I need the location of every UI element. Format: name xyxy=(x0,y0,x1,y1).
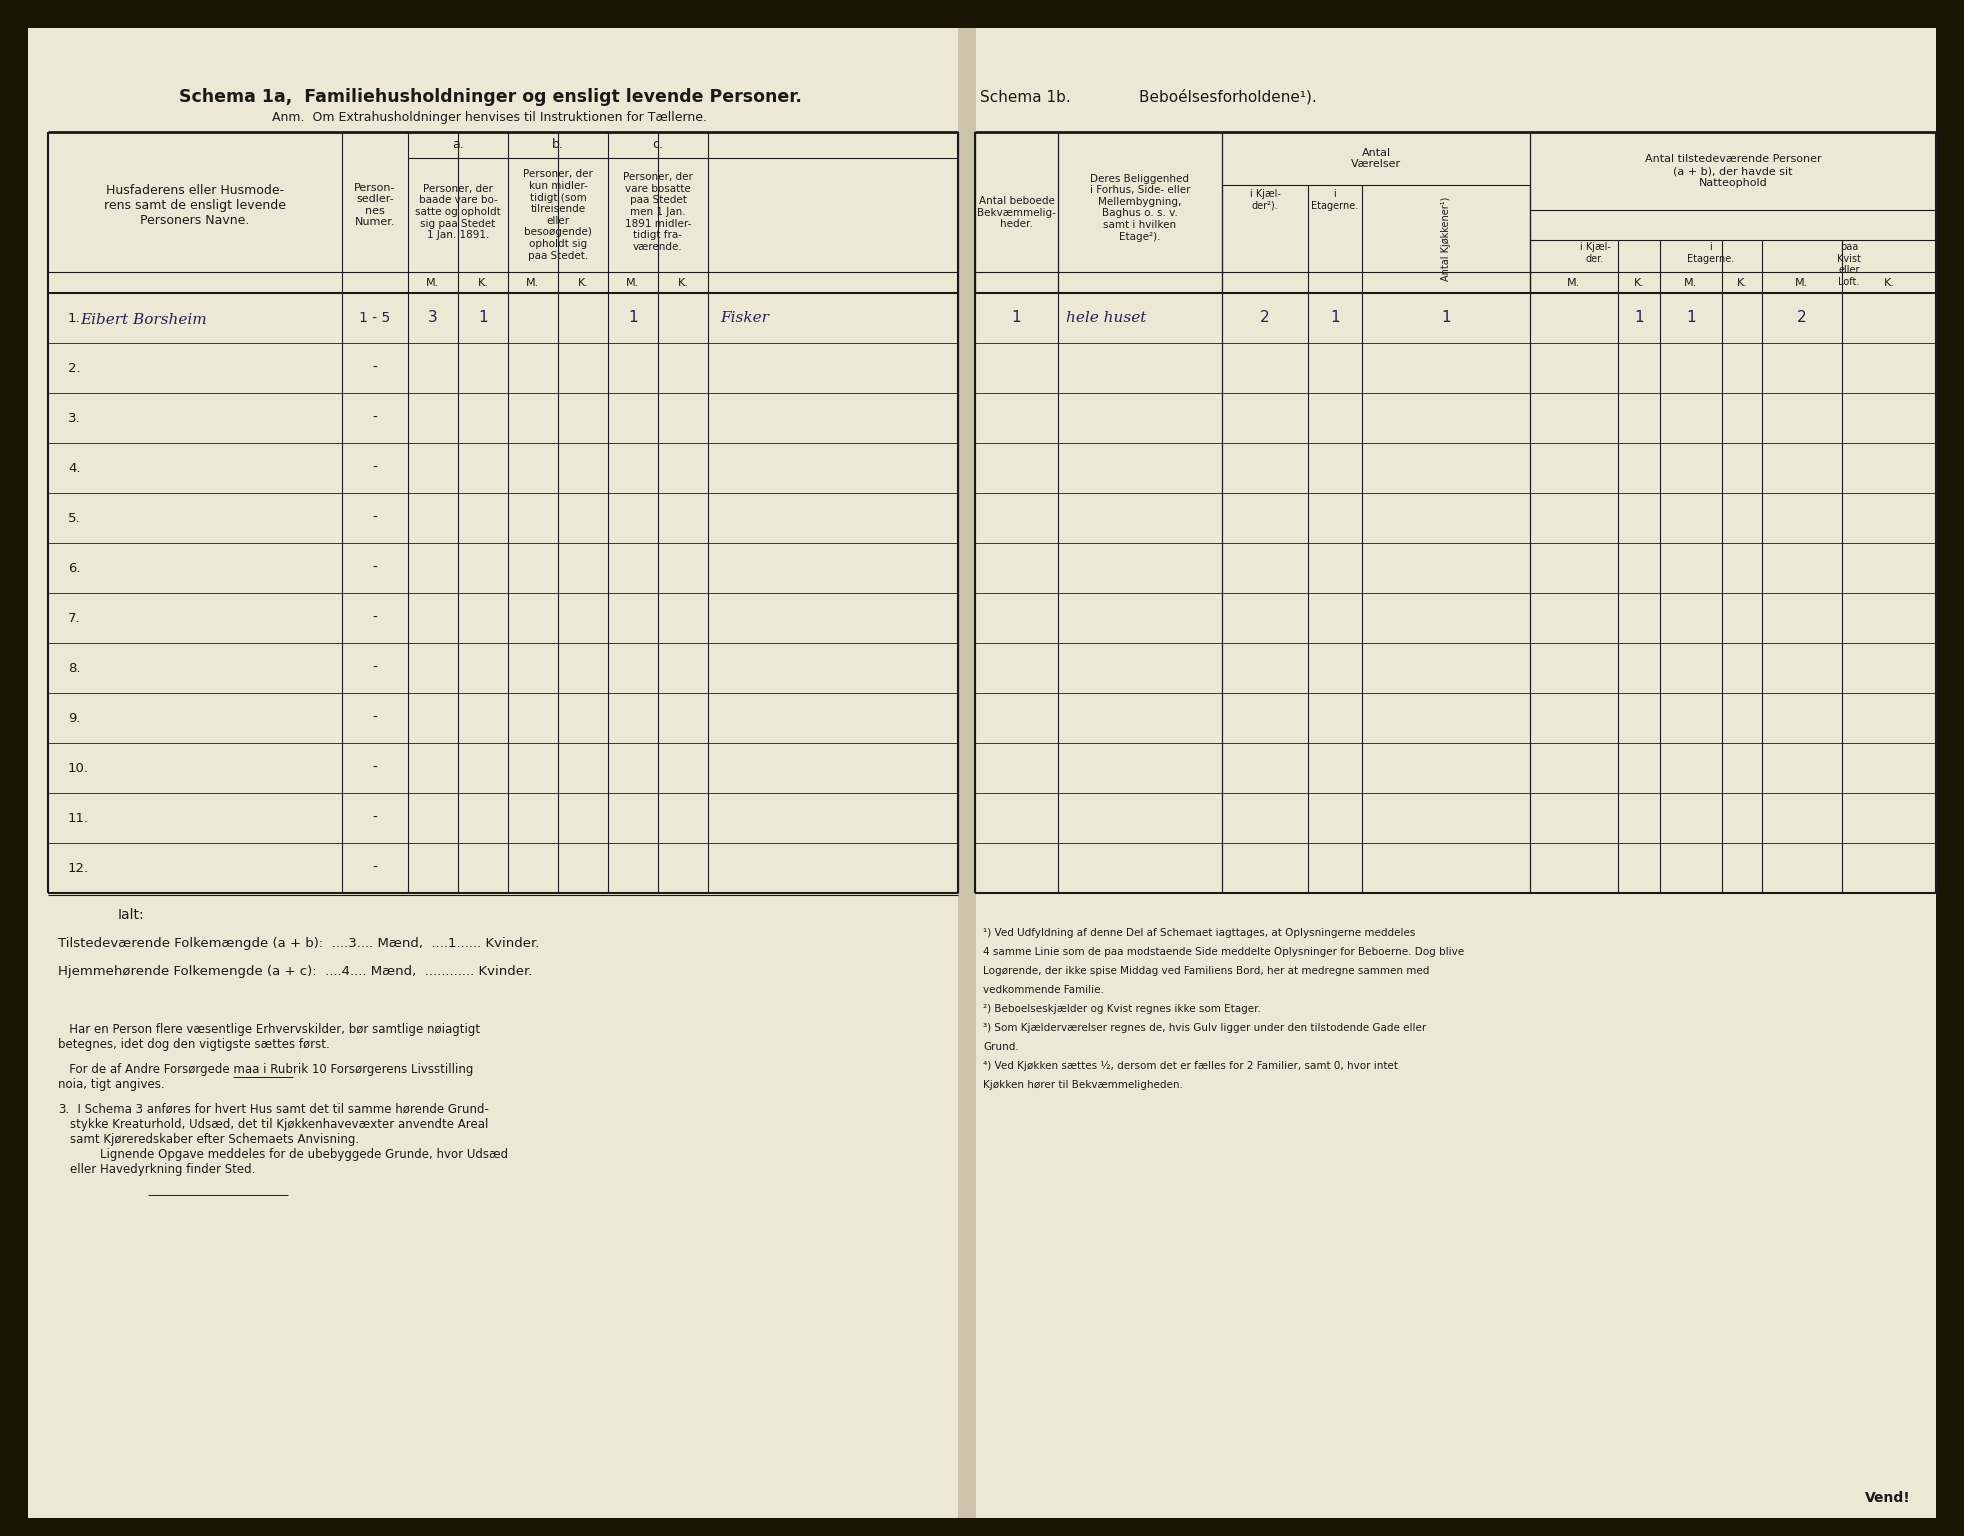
Text: 3.: 3. xyxy=(59,1103,69,1117)
Text: Deres Beliggenhed
i Forhus, Side- eller
Mellembygning,
Baghus o. s. v.
samt i hv: Deres Beliggenhed i Forhus, Side- eller … xyxy=(1090,174,1190,241)
Text: -: - xyxy=(373,412,377,425)
Text: -: - xyxy=(373,361,377,375)
Text: Hjemmehørende Folkemengde (a + c):  ....4.... Mænd,  ............ Kvinder.: Hjemmehørende Folkemengde (a + c): ....4… xyxy=(59,965,532,977)
Text: K.: K. xyxy=(1634,278,1644,287)
Text: 1 - 5: 1 - 5 xyxy=(359,310,391,326)
Text: K.: K. xyxy=(1883,278,1895,287)
Text: 3: 3 xyxy=(428,310,438,326)
Text: Kjøkken hører til Bekvæmmeligheden.: Kjøkken hører til Bekvæmmeligheden. xyxy=(984,1080,1182,1091)
Text: Schema 1b.              Beboélsesforholdene¹).: Schema 1b. Beboélsesforholdene¹). xyxy=(980,89,1316,104)
Text: M.: M. xyxy=(627,278,640,287)
Text: ¹) Ved Udfyldning af denne Del af Schemaet iagttages, at Oplysningerne meddeles: ¹) Ved Udfyldning af denne Del af Schema… xyxy=(984,928,1416,938)
Text: ³) Som Kjælderværelser regnes de, hvis Gulv ligger under den tilstodende Gade el: ³) Som Kjælderværelser regnes de, hvis G… xyxy=(984,1023,1426,1034)
Text: hele huset: hele huset xyxy=(1066,310,1147,326)
Text: 5.: 5. xyxy=(69,511,81,524)
Text: Vend!: Vend! xyxy=(1866,1491,1911,1505)
Text: a.: a. xyxy=(452,138,464,152)
Text: -: - xyxy=(373,862,377,876)
Text: 6.: 6. xyxy=(69,562,81,574)
Text: 2: 2 xyxy=(1261,310,1271,326)
Text: b.: b. xyxy=(552,138,564,152)
Text: i Kjæl-
der.: i Kjæl- der. xyxy=(1579,243,1610,264)
Text: K.: K. xyxy=(1736,278,1748,287)
Text: paa
Kvist
eller
Loft.: paa Kvist eller Loft. xyxy=(1836,243,1862,287)
Text: K.: K. xyxy=(678,278,689,287)
Text: vedkommende Familie.: vedkommende Familie. xyxy=(984,985,1104,995)
Text: K.: K. xyxy=(477,278,489,287)
Text: 9.: 9. xyxy=(69,711,81,725)
Text: Tilstedeværende Folkemængde (a + b):  ....3.... Mænd,  ....1...... Kvinder.: Tilstedeværende Folkemængde (a + b): ...… xyxy=(59,937,540,949)
Text: Antal
Værelser: Antal Værelser xyxy=(1351,147,1400,169)
Text: 1.: 1. xyxy=(69,312,81,324)
Text: 4.: 4. xyxy=(69,461,81,475)
Text: M.: M. xyxy=(1567,278,1581,287)
Text: -: - xyxy=(373,611,377,625)
Text: Antal beboede
Bekvæmmelig-
heder.: Antal beboede Bekvæmmelig- heder. xyxy=(976,197,1057,229)
Text: -: - xyxy=(373,461,377,475)
Text: Ialt:: Ialt: xyxy=(118,908,145,922)
Text: i
Etagerne.: i Etagerne. xyxy=(1687,243,1734,264)
Text: 1: 1 xyxy=(1442,310,1451,326)
Text: I Schema 3 anføres for hvert Hus samt det til samme hørende Grund-
stykke Kreatu: I Schema 3 anføres for hvert Hus samt de… xyxy=(71,1103,509,1177)
Text: Personer, der
vare bosatte
paa Stedet
men 1 Jan.
1891 midler-
tidigt fra-
værend: Personer, der vare bosatte paa Stedet me… xyxy=(623,172,693,252)
Text: Eibert Borsheim: Eibert Borsheim xyxy=(81,313,206,327)
Text: 1: 1 xyxy=(1687,310,1695,326)
Text: -: - xyxy=(373,561,377,574)
Text: 10.: 10. xyxy=(69,762,88,774)
Text: Grund.: Grund. xyxy=(984,1041,1019,1052)
Text: 1: 1 xyxy=(477,310,487,326)
Text: 1: 1 xyxy=(1330,310,1339,326)
Bar xyxy=(958,28,976,1518)
Text: Fisker: Fisker xyxy=(721,310,768,326)
Text: i
Etagerne.: i Etagerne. xyxy=(1312,189,1359,210)
Text: 3.: 3. xyxy=(69,412,81,424)
Text: M.: M. xyxy=(526,278,540,287)
Text: Anm.  Om Extrahusholdninger henvises til Instruktionen for Tællerne.: Anm. Om Extrahusholdninger henvises til … xyxy=(273,112,707,124)
Text: -: - xyxy=(373,811,377,825)
Text: Personer, der
baade vare bo-
satte og opholdt
sig paa Stedet
1 Jan. 1891.: Personer, der baade vare bo- satte og op… xyxy=(414,184,501,240)
Text: 7.: 7. xyxy=(69,611,81,625)
Text: Personer, der
kun midler-
tidigt (som
tilreisende
eller
besoøgende)
opholdt sig
: Personer, der kun midler- tidigt (som ti… xyxy=(522,169,593,261)
Text: ⁴) Ved Kjøkken sættes ½, dersom det er fælles for 2 Familier, samt 0, hvor intet: ⁴) Ved Kjøkken sættes ½, dersom det er f… xyxy=(984,1061,1398,1071)
Text: For de af Andre Forsørgede maa i Rubrik 10 Forsørgerens Livsstilling
noia, tigt : For de af Andre Forsørgede maa i Rubrik … xyxy=(59,1063,473,1091)
Text: Schema 1a,  Familiehusholdninger og ensligt levende Personer.: Schema 1a, Familiehusholdninger og ensli… xyxy=(179,88,801,106)
Text: Husfaderens eller Husmode-
rens samt de ensligt levende
Personers Navne.: Husfaderens eller Husmode- rens samt de … xyxy=(104,183,287,226)
Text: Person-
sedler-
nes
Numer.: Person- sedler- nes Numer. xyxy=(354,183,397,227)
Text: 2: 2 xyxy=(1797,310,1807,326)
Text: M.: M. xyxy=(1685,278,1697,287)
Text: Antal Kjøkkener¹): Antal Kjøkkener¹) xyxy=(1442,197,1451,281)
Text: -: - xyxy=(373,760,377,776)
Text: M.: M. xyxy=(426,278,440,287)
Text: 4 samme Linie som de paa modstaende Side meddelte Oplysninger for Beboerne. Dog : 4 samme Linie som de paa modstaende Side… xyxy=(984,948,1463,957)
Text: 1: 1 xyxy=(628,310,638,326)
Text: 8.: 8. xyxy=(69,662,81,674)
Text: 1: 1 xyxy=(1011,310,1021,326)
Text: -: - xyxy=(373,511,377,525)
Text: i Kjæl-
der²).: i Kjæl- der²). xyxy=(1249,189,1281,210)
Text: 1: 1 xyxy=(1634,310,1644,326)
Text: Logørende, der ikke spise Middag ved Familiens Bord, her at medregne sammen med: Logørende, der ikke spise Middag ved Fam… xyxy=(984,966,1430,975)
Text: 12.: 12. xyxy=(69,862,88,874)
Text: K.: K. xyxy=(577,278,589,287)
Text: c.: c. xyxy=(652,138,664,152)
Text: M.: M. xyxy=(1795,278,1809,287)
Text: -: - xyxy=(373,660,377,674)
Text: 2.: 2. xyxy=(69,361,81,375)
Text: ²) Beboelseskjælder og Kvist regnes ikke som Etager.: ²) Beboelseskjælder og Kvist regnes ikke… xyxy=(984,1005,1261,1014)
Text: 11.: 11. xyxy=(69,811,88,825)
Text: Har en Person flere væsentlige Erhvervskilder, bør samtlige nøiagtigt
betegnes, : Har en Person flere væsentlige Erhvervsk… xyxy=(59,1023,479,1051)
Text: -: - xyxy=(373,711,377,725)
Text: Antal tilstedeværende Personer
(a + b), der havde sit
Natteophold: Antal tilstedeværende Personer (a + b), … xyxy=(1644,155,1821,187)
